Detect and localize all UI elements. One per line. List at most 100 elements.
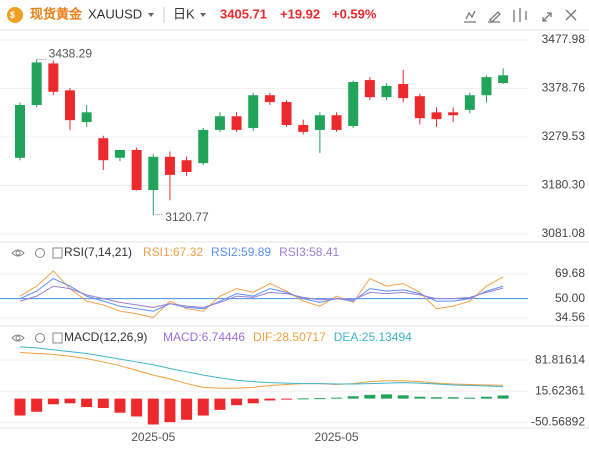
candle-body [364, 80, 375, 98]
histogram-bar [464, 397, 476, 399]
candle-body [314, 115, 325, 130]
eye-icon[interactable] [11, 249, 25, 257]
gear-icon[interactable] [35, 248, 45, 258]
histogram-bar [397, 395, 409, 399]
indicator-icon[interactable] [464, 10, 476, 23]
box-icon[interactable] [52, 332, 63, 344]
candle-body [431, 112, 442, 120]
histogram-bar [31, 398, 43, 412]
symbol[interactable]: XAUUSD [88, 6, 142, 21]
candle-body [31, 62, 42, 105]
legend-entry: MACD:6.74446 [163, 330, 245, 344]
y-tick-label: 3378.76 [542, 81, 586, 95]
candle-body [498, 75, 509, 83]
candle-body [131, 149, 142, 191]
box-icon[interactable] [52, 247, 63, 259]
legend-entry: DEA:25.13494 [334, 330, 412, 344]
y-tick-label: 3279.53 [542, 129, 586, 143]
candle-body [48, 63, 59, 92]
line-series [19, 352, 504, 389]
logo-mark: $ [10, 10, 15, 20]
candle-body [181, 160, 192, 172]
candle-body [331, 115, 342, 130]
candle-body [464, 95, 475, 110]
y-tick-label: 81.81614 [535, 352, 585, 366]
change: +19.92 [280, 6, 320, 21]
histogram-bar [281, 398, 293, 400]
instrument-name: 现货黄金 [30, 6, 83, 21]
low-label: 3120.77 [165, 210, 209, 224]
draw-icon[interactable] [488, 11, 501, 23]
rsi-icons [11, 247, 63, 259]
histogram-bar [97, 398, 109, 409]
line-series [19, 285, 504, 308]
candle-body [381, 85, 392, 98]
candle-body [448, 112, 459, 116]
candle-body [198, 129, 209, 164]
gear-icon[interactable] [35, 333, 45, 343]
histogram-bar [264, 398, 276, 401]
candle-body [281, 102, 292, 126]
candle-body [298, 125, 309, 132]
y-tick-label: 34.56 [555, 310, 585, 324]
histogram-bar [147, 398, 159, 425]
dropdown[interactable] [200, 13, 206, 17]
histogram-bar [497, 395, 509, 399]
macd-icons [11, 332, 63, 344]
eye-icon[interactable] [11, 334, 25, 342]
candle-body [481, 77, 492, 96]
price: 3405.71 [220, 6, 267, 21]
macd-title: MACD(12,26,9) [64, 330, 147, 344]
candle-body [98, 138, 109, 161]
candle-body [114, 149, 125, 158]
histogram-bar [331, 397, 343, 399]
period[interactable]: 日K [173, 6, 195, 21]
legend-entry: RSI2:59.89 [211, 245, 271, 259]
histogram-bar [431, 397, 442, 399]
candle-icon[interactable] [513, 8, 527, 22]
legend-entry: DIF:28.50717 [253, 330, 326, 344]
histogram-bar [247, 398, 259, 404]
histogram-bar [197, 398, 209, 416]
expand-icon[interactable] [542, 12, 552, 22]
histogram-bar [480, 396, 492, 399]
y-tick-label: 69.68 [555, 266, 585, 280]
histogram-bar [47, 398, 59, 405]
candle-body [214, 116, 225, 130]
histogram-bar [114, 398, 126, 413]
histogram-bar [164, 398, 176, 423]
line-series [19, 346, 504, 388]
high-label: 3438.29 [49, 47, 93, 61]
histogram-bar [181, 398, 193, 420]
candle-body [164, 156, 175, 175]
dropdown[interactable] [148, 13, 154, 17]
histogram-bar [414, 396, 426, 399]
y-tick-label: 3477.98 [542, 32, 586, 46]
candle-body [398, 83, 409, 99]
histogram-bar [214, 398, 226, 410]
candle-body [348, 82, 359, 127]
change-pct: +0.59% [332, 6, 377, 21]
histogram-bar [231, 398, 243, 406]
candle-body [148, 156, 159, 191]
y-tick-label: 3081.08 [542, 226, 586, 240]
close-icon[interactable] [565, 9, 577, 21]
y-tick-label: 50.00 [555, 291, 585, 305]
candle-body [231, 116, 242, 130]
histogram-bar [381, 394, 393, 399]
candle-body [81, 112, 92, 123]
histogram-bar [81, 398, 93, 408]
histogram-bar [364, 394, 376, 399]
candle-body [414, 96, 425, 119]
y-tick-label: -50.56892 [531, 415, 585, 429]
x-tick-label: 2025-05 [131, 430, 175, 444]
histogram-bar [297, 398, 309, 400]
histogram-bar [64, 398, 76, 404]
rsi-title: RSI(7,14,21) [64, 245, 132, 259]
histogram-bar [347, 396, 359, 399]
histogram-bar [314, 398, 326, 400]
legend-entry: RSI1:67.32 [143, 245, 203, 259]
y-tick-label: 15.62361 [535, 383, 585, 397]
